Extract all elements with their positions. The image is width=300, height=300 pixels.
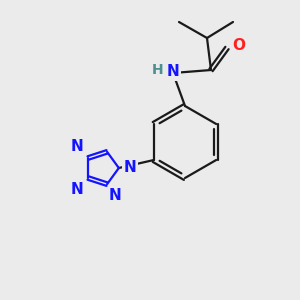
Text: N: N (124, 160, 136, 175)
Text: N: N (167, 64, 179, 80)
Text: O: O (232, 38, 245, 53)
Text: N: N (109, 188, 122, 203)
Text: N: N (70, 139, 83, 154)
Text: N: N (70, 182, 83, 197)
Text: H: H (152, 63, 163, 77)
